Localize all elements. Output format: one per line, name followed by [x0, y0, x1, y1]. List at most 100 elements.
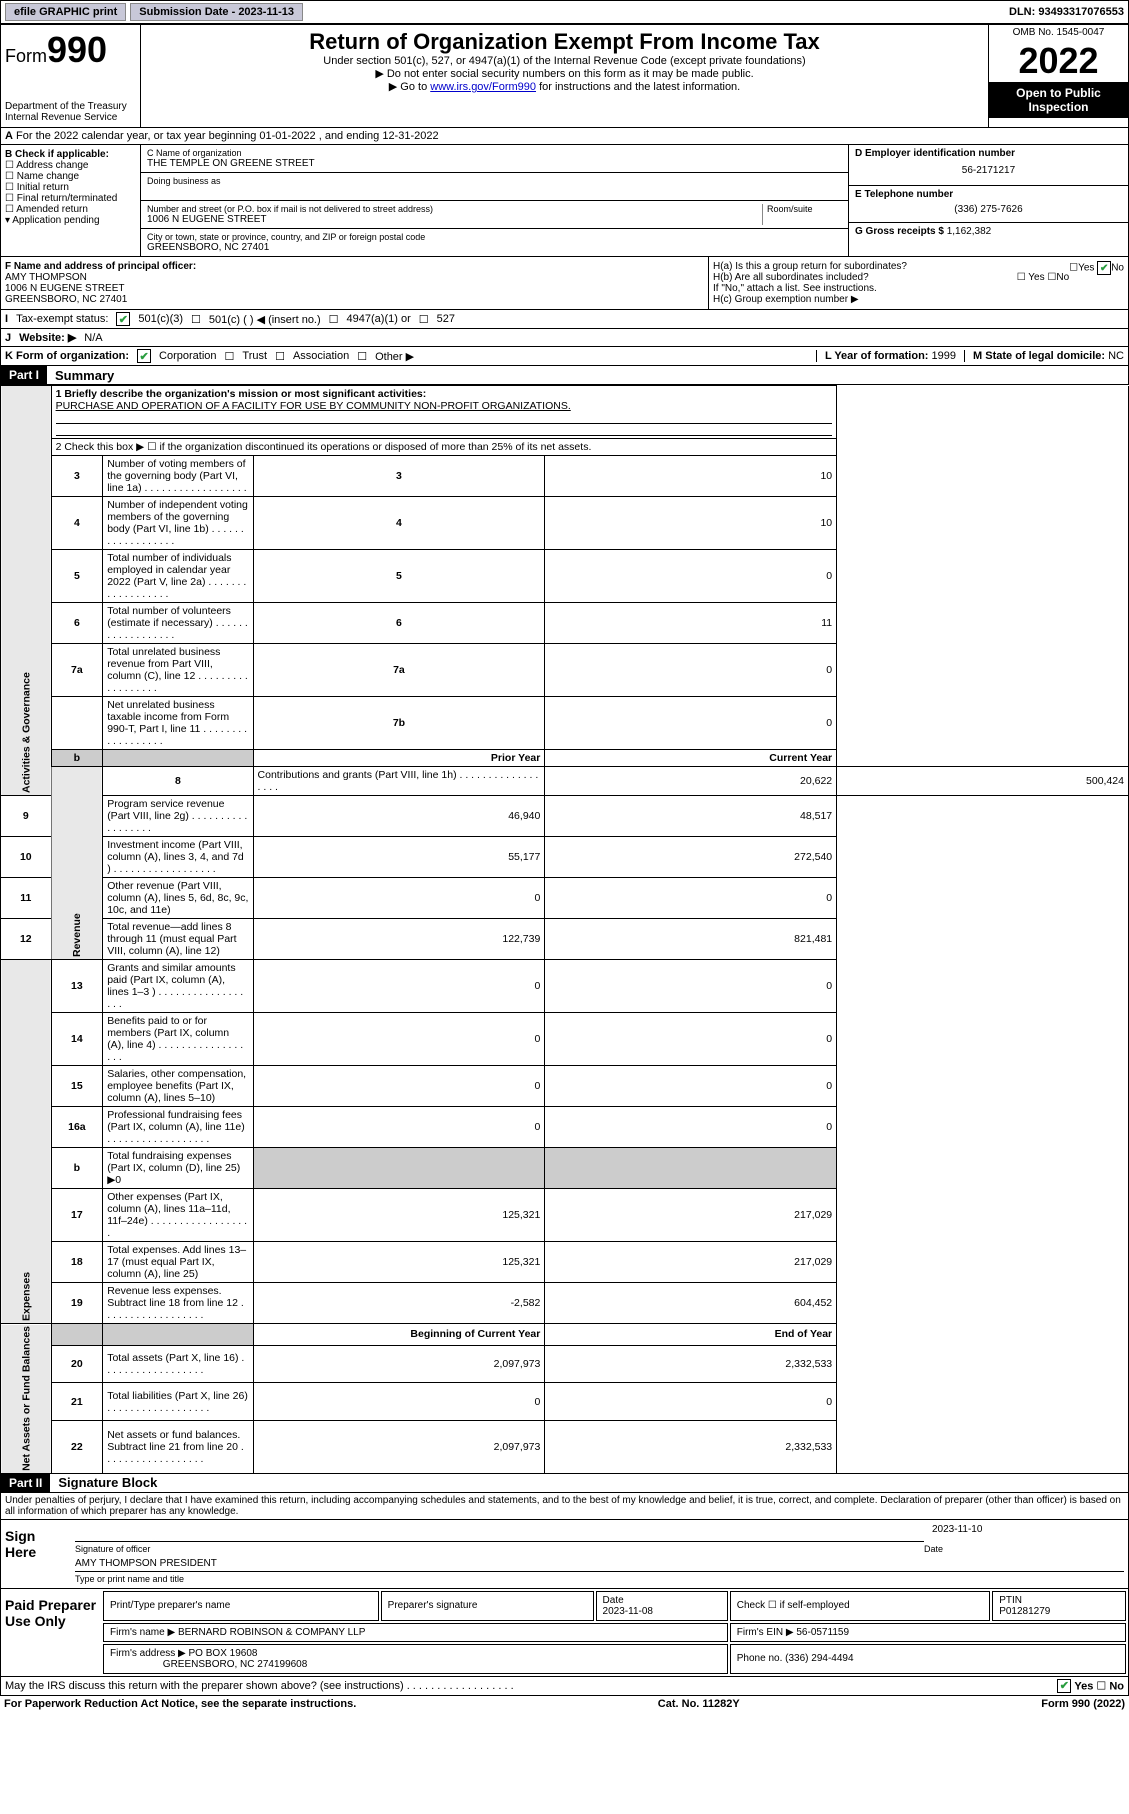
- form-title: Return of Organization Exempt From Incom…: [145, 29, 984, 55]
- sign-here-label: Sign Here: [1, 1520, 71, 1588]
- box-h: H(a) Is this a group return for subordin…: [708, 257, 1128, 309]
- line14-desc: Benefits paid to or for members (Part IX…: [103, 1013, 253, 1066]
- check-trust[interactable]: Trust: [242, 350, 267, 362]
- form-number-block: Form990 Department of the Treasury Inter…: [1, 25, 141, 127]
- check-application-pending[interactable]: ▾ Application pending: [5, 215, 136, 226]
- line8-current: 500,424: [837, 767, 1129, 796]
- main-info-grid: B Check if applicable: ☐ Address change …: [0, 145, 1129, 257]
- h-b-label: H(b) Are all subordinates included?: [713, 272, 869, 283]
- form-org-label: K Form of organization:: [5, 350, 129, 362]
- submission-date-button[interactable]: Submission Date - 2023-11-13: [130, 3, 303, 21]
- h-a-no-check[interactable]: ✔: [1097, 261, 1111, 275]
- line7b-val: 0: [545, 697, 837, 750]
- line12-desc: Total revenue—add lines 8 through 11 (mu…: [103, 919, 253, 960]
- ein-label: D Employer identification number: [855, 148, 1015, 159]
- officer-addr2: GREENSBORO, NC 27401: [5, 294, 127, 305]
- efile-button[interactable]: efile GRAPHIC print: [5, 3, 126, 21]
- check-501c3[interactable]: ✔: [116, 312, 130, 326]
- check-address-change[interactable]: ☐ Address change: [5, 160, 136, 171]
- line17-desc: Other expenses (Part IX, column (A), lin…: [103, 1189, 253, 1242]
- line-k-l-m: K Form of organization: ✔Corporation ☐ T…: [0, 347, 1129, 366]
- officer-label: F Name and address of principal officer:: [5, 261, 196, 272]
- box-b-title: B Check if applicable:: [5, 149, 109, 160]
- line16a-desc: Professional fundraising fees (Part IX, …: [103, 1107, 253, 1148]
- discuss-row: May the IRS discuss this return with the…: [0, 1677, 1129, 1696]
- declaration: Under penalties of perjury, I declare th…: [0, 1493, 1129, 1520]
- paid-preparer-table: Print/Type preparer's namePreparer's sig…: [101, 1589, 1128, 1676]
- sign-here-block: Sign Here 2023-11-10 Signature of office…: [0, 1520, 1129, 1589]
- end-year-hdr: End of Year: [545, 1324, 837, 1346]
- line7a-val: 0: [545, 644, 837, 697]
- line2: 2 Check this box ▶ ☐ if the organization…: [51, 439, 837, 456]
- line20-desc: Total assets (Part X, line 16): [103, 1345, 253, 1382]
- check-corporation[interactable]: ✔: [137, 349, 151, 363]
- check-name-change[interactable]: ☐ Name change: [5, 171, 136, 182]
- line11-desc: Other revenue (Part VIII, column (A), li…: [103, 878, 253, 919]
- firm-addr1: PO BOX 19608: [189, 1648, 258, 1659]
- domicile-value: NC: [1108, 350, 1124, 362]
- irs-link[interactable]: www.irs.gov/Form990: [430, 81, 536, 93]
- street-address: 1006 N EUGENE STREET: [147, 214, 762, 225]
- vlabel-revenue: Revenue: [51, 767, 103, 960]
- check-initial-return[interactable]: ☐ Initial return: [5, 182, 136, 193]
- check-amended-return[interactable]: ☐ Amended return: [5, 204, 136, 215]
- title-block: Return of Organization Exempt From Incom…: [141, 25, 988, 127]
- goto-post: for instructions and the latest informat…: [536, 81, 740, 93]
- year-formation-label: L Year of formation:: [825, 350, 929, 362]
- part2-header: Part II Signature Block: [0, 1474, 1129, 1493]
- firm-ein: 56-0571159: [796, 1627, 849, 1638]
- preparer-sig-hdr: Preparer's signature: [381, 1591, 594, 1621]
- check-4947[interactable]: 4947(a)(1) or: [347, 313, 411, 325]
- check-527[interactable]: 527: [437, 313, 455, 325]
- vlabel-expenses: Expenses: [1, 960, 52, 1324]
- mission-label: 1 Briefly describe the organization's mi…: [56, 388, 427, 400]
- discuss-yes-check[interactable]: ✔: [1057, 1679, 1071, 1693]
- mission-text: PURCHASE AND OPERATION OF A FACILITY FOR…: [56, 400, 571, 412]
- form-subtitle: Under section 501(c), 527, or 4947(a)(1)…: [145, 55, 984, 67]
- officer-name: AMY THOMPSON: [5, 272, 87, 283]
- self-employed-check[interactable]: Check ☐ if self-employed: [730, 1591, 990, 1621]
- line7b-desc: Net unrelated business taxable income fr…: [103, 697, 253, 750]
- pra-notice: For Paperwork Reduction Act Notice, see …: [4, 1698, 356, 1710]
- f-h-grid: F Name and address of principal officer:…: [0, 257, 1129, 310]
- line8-desc: Contributions and grants (Part VIII, lin…: [253, 767, 545, 796]
- check-association[interactable]: Association: [293, 350, 349, 362]
- current-year-hdr: Current Year: [545, 750, 837, 767]
- footer: For Paperwork Reduction Act Notice, see …: [0, 1696, 1129, 1712]
- preparer-name-hdr: Print/Type preparer's name: [103, 1591, 379, 1621]
- date-label: Date: [924, 1544, 1124, 1554]
- period-row: A For the 2022 calendar year, or tax yea…: [0, 128, 1129, 145]
- h-a-label: H(a) Is this a group return for subordin…: [713, 261, 907, 272]
- preparer-date: 2023-11-08: [603, 1606, 653, 1617]
- open-inspection: Open to Public Inspection: [989, 82, 1128, 118]
- phone-label: E Telephone number: [855, 189, 953, 200]
- col-b-hdr: b: [51, 750, 103, 767]
- ein-value: 56-2171217: [855, 159, 1122, 182]
- line9-desc: Program service revenue (Part VIII, line…: [103, 796, 253, 837]
- dept-treasury: Department of the Treasury: [5, 101, 136, 112]
- addr-label: Number and street (or P.O. box if mail i…: [147, 204, 762, 214]
- check-501c[interactable]: 501(c) ( ) ◀ (insert no.): [209, 313, 321, 326]
- line6-val: 11: [545, 603, 837, 644]
- org-name-label: C Name of organization: [147, 148, 842, 158]
- irs-label: Internal Revenue Service: [5, 112, 136, 123]
- top-toolbar: efile GRAPHIC print Submission Date - 20…: [0, 0, 1129, 24]
- line5-desc: Total number of individuals employed in …: [103, 550, 253, 603]
- check-final-return[interactable]: ☐ Final return/terminated: [5, 193, 136, 204]
- form-number: 990: [47, 29, 107, 70]
- h-note: If "No," attach a list. See instructions…: [713, 283, 1124, 294]
- line5-val: 0: [545, 550, 837, 603]
- line10-desc: Investment income (Part VIII, column (A)…: [103, 837, 253, 878]
- officer-name-title: AMY THOMPSON PRESIDENT: [75, 1556, 1124, 1572]
- sig-date: 2023-11-10: [924, 1524, 1124, 1544]
- phone-value: (336) 275-7626: [855, 200, 1122, 219]
- line3-desc: Number of voting members of the governin…: [103, 456, 253, 497]
- vlabel-activities: Activities & Governance: [1, 386, 52, 796]
- form-prefix: Form: [5, 46, 47, 66]
- form-version: Form 990 (2022): [1041, 1698, 1125, 1710]
- ssn-note: ▶ Do not enter social security numbers o…: [145, 67, 984, 80]
- check-other[interactable]: Other ▶: [375, 350, 414, 363]
- line-j: J Website: ▶ N/A: [0, 329, 1129, 347]
- firm-name: BERNARD ROBINSON & COMPANY LLP: [178, 1627, 365, 1638]
- domicile-label: M State of legal domicile:: [973, 350, 1105, 362]
